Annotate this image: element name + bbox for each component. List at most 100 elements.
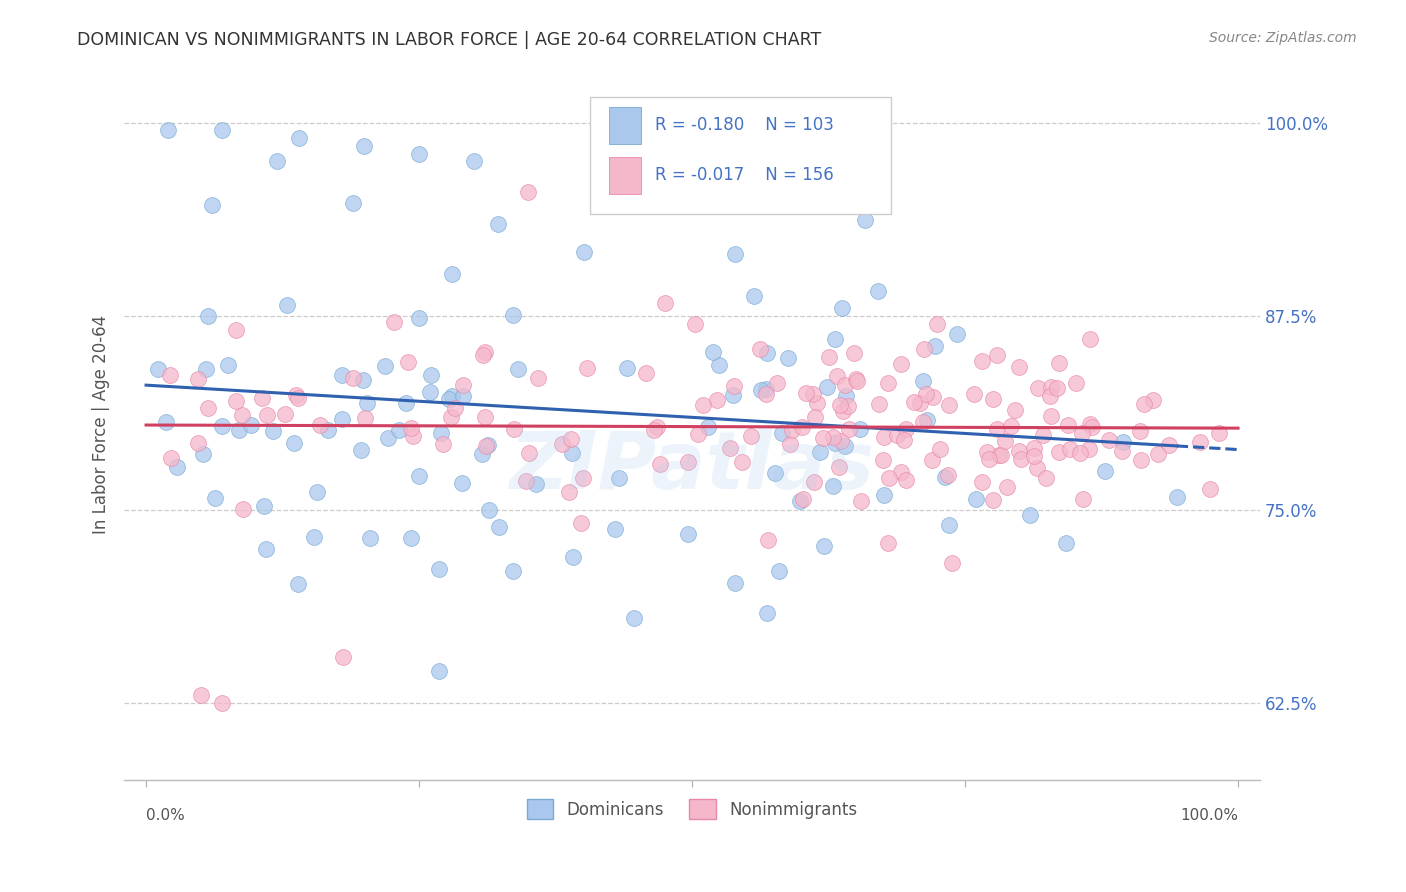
Point bbox=[965, 491, 987, 506]
Point bbox=[187, 372, 209, 386]
Point bbox=[477, 438, 499, 452]
Point bbox=[831, 301, 853, 316]
Point bbox=[402, 429, 425, 443]
Point bbox=[894, 422, 917, 436]
Point bbox=[432, 437, 454, 451]
Point bbox=[1071, 492, 1094, 507]
Point bbox=[834, 378, 856, 392]
Point bbox=[756, 346, 779, 360]
Point bbox=[697, 420, 720, 434]
Point bbox=[938, 398, 960, 412]
Point bbox=[1112, 434, 1135, 449]
Point bbox=[1208, 425, 1230, 440]
Point bbox=[792, 492, 814, 507]
Point bbox=[374, 359, 396, 374]
Point bbox=[934, 470, 956, 484]
Point bbox=[1022, 441, 1045, 455]
Text: 100.0%: 100.0% bbox=[1180, 808, 1239, 823]
Point bbox=[148, 362, 170, 376]
Point bbox=[678, 454, 700, 468]
Point bbox=[353, 411, 375, 425]
Point bbox=[274, 407, 297, 421]
Point bbox=[574, 245, 596, 260]
Point bbox=[561, 446, 583, 460]
Point bbox=[749, 383, 772, 397]
Point bbox=[486, 217, 509, 231]
Point bbox=[1166, 490, 1188, 504]
Text: Source: ZipAtlas.com: Source: ZipAtlas.com bbox=[1209, 31, 1357, 45]
Point bbox=[506, 362, 529, 376]
Point bbox=[517, 186, 540, 200]
Point bbox=[288, 131, 311, 145]
Point bbox=[377, 432, 399, 446]
Point bbox=[623, 611, 645, 625]
Point bbox=[724, 575, 747, 590]
Point bbox=[572, 471, 595, 485]
Point bbox=[1047, 356, 1070, 370]
Point bbox=[831, 403, 853, 417]
Point bbox=[1035, 471, 1057, 485]
Point bbox=[607, 471, 630, 485]
Point bbox=[1046, 381, 1069, 395]
Point bbox=[1129, 424, 1152, 438]
Point bbox=[440, 410, 463, 425]
Point bbox=[283, 436, 305, 450]
Point bbox=[551, 437, 574, 451]
Point bbox=[976, 445, 998, 459]
Point bbox=[463, 154, 485, 169]
Point bbox=[441, 268, 464, 282]
Point bbox=[893, 433, 915, 447]
Point bbox=[988, 448, 1011, 462]
Point bbox=[929, 442, 952, 457]
Point bbox=[450, 475, 472, 490]
Point bbox=[846, 375, 869, 389]
Point bbox=[853, 213, 876, 227]
Point bbox=[166, 460, 188, 475]
Point bbox=[190, 688, 212, 702]
Point bbox=[770, 425, 793, 440]
Point bbox=[451, 389, 474, 403]
Point bbox=[718, 442, 741, 456]
Point bbox=[395, 396, 418, 410]
Point bbox=[488, 520, 510, 534]
Point bbox=[256, 408, 278, 422]
Point bbox=[576, 360, 599, 375]
Point bbox=[686, 426, 709, 441]
Point bbox=[1059, 442, 1081, 456]
Point bbox=[388, 423, 411, 437]
Point bbox=[830, 398, 852, 412]
Point bbox=[502, 308, 524, 322]
Point bbox=[560, 432, 582, 446]
Point bbox=[197, 309, 219, 323]
FancyBboxPatch shape bbox=[609, 107, 641, 144]
Point bbox=[276, 298, 298, 312]
Point bbox=[471, 447, 494, 461]
Point bbox=[970, 353, 993, 368]
Point bbox=[453, 377, 475, 392]
Point bbox=[1147, 447, 1170, 461]
Point bbox=[1054, 536, 1077, 550]
Point bbox=[755, 387, 778, 401]
Point bbox=[890, 465, 912, 479]
Point bbox=[1022, 449, 1045, 463]
Point bbox=[342, 371, 364, 385]
Point bbox=[382, 315, 405, 329]
Point bbox=[603, 522, 626, 536]
Point bbox=[1133, 397, 1156, 411]
Point bbox=[963, 387, 986, 401]
Point bbox=[886, 428, 908, 442]
Point bbox=[305, 485, 328, 500]
Text: DOMINICAN VS NONIMMIGRANTS IN LABOR FORCE | AGE 20-64 CORRELATION CHART: DOMINICAN VS NONIMMIGRANTS IN LABOR FORC… bbox=[77, 31, 821, 49]
Point bbox=[821, 479, 844, 493]
Point bbox=[911, 415, 934, 429]
Point bbox=[676, 526, 699, 541]
Point bbox=[399, 531, 422, 545]
Point bbox=[801, 387, 824, 401]
Point bbox=[824, 436, 846, 450]
Point bbox=[330, 368, 353, 383]
Point bbox=[724, 247, 747, 261]
Point bbox=[748, 342, 770, 356]
Point bbox=[250, 392, 273, 406]
Point bbox=[742, 289, 765, 303]
Point bbox=[766, 376, 789, 391]
